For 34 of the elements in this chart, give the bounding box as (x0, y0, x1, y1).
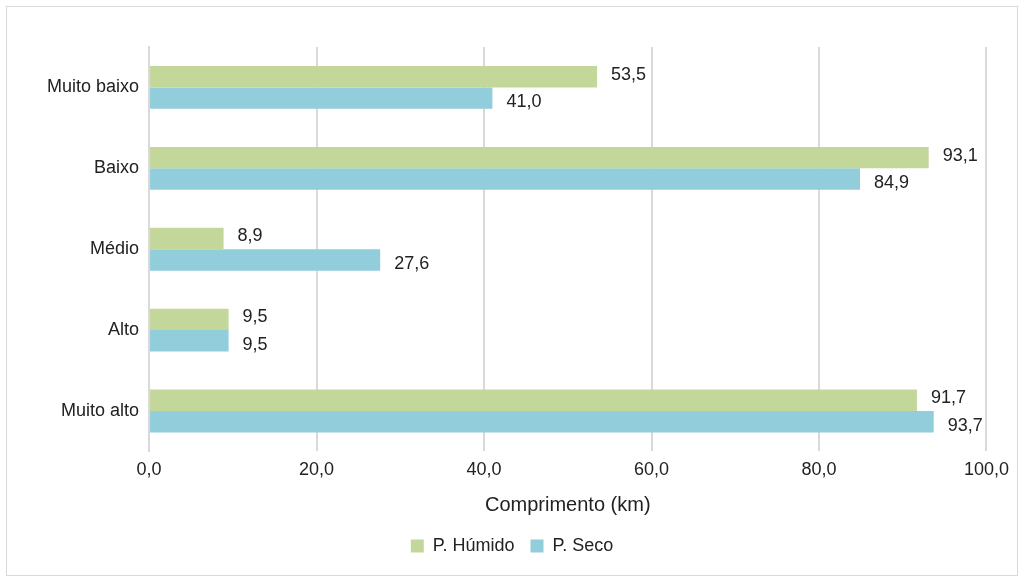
data-label: 53,5 (611, 63, 647, 84)
x-tick-label: 80,0 (801, 459, 837, 480)
x-tick-label: 0,0 (136, 459, 162, 480)
data-label: 41,0 (506, 91, 542, 112)
bar (150, 168, 861, 190)
data-label: 9,5 (242, 306, 268, 327)
bar (150, 389, 917, 411)
y-tick-label: Baixo (94, 157, 140, 178)
x-tick-label: 60,0 (633, 459, 670, 480)
y-tick-label: Muito baixo (46, 76, 140, 97)
x-axis-title: Comprimento (km) (484, 492, 651, 515)
data-label: 91,7 (930, 387, 967, 408)
x-tick-label: 100,0 (963, 459, 1009, 480)
bar (150, 249, 381, 271)
data-label: 9,5 (242, 333, 268, 354)
y-tick-label: Muito alto (61, 399, 140, 420)
y-tick-label: Alto (108, 319, 140, 340)
data-label: 27,6 (394, 252, 430, 273)
data-label: 84,9 (874, 172, 910, 193)
bar (150, 410, 934, 433)
bar (150, 308, 229, 331)
bar (150, 330, 229, 352)
x-tick-label: 40,0 (466, 459, 502, 480)
bar (150, 87, 493, 109)
bar (150, 146, 929, 169)
bar (150, 227, 224, 250)
data-label: 8,9 (237, 225, 263, 246)
legend-label: P. Húmido (432, 534, 515, 555)
legend-label: P. Seco (552, 534, 614, 555)
data-label: 93,7 (947, 414, 983, 435)
x-tick-label: 20,0 (299, 459, 335, 480)
y-tick-label: Médio (90, 238, 140, 259)
data-label: 93,1 (942, 144, 978, 165)
bar (150, 66, 598, 88)
